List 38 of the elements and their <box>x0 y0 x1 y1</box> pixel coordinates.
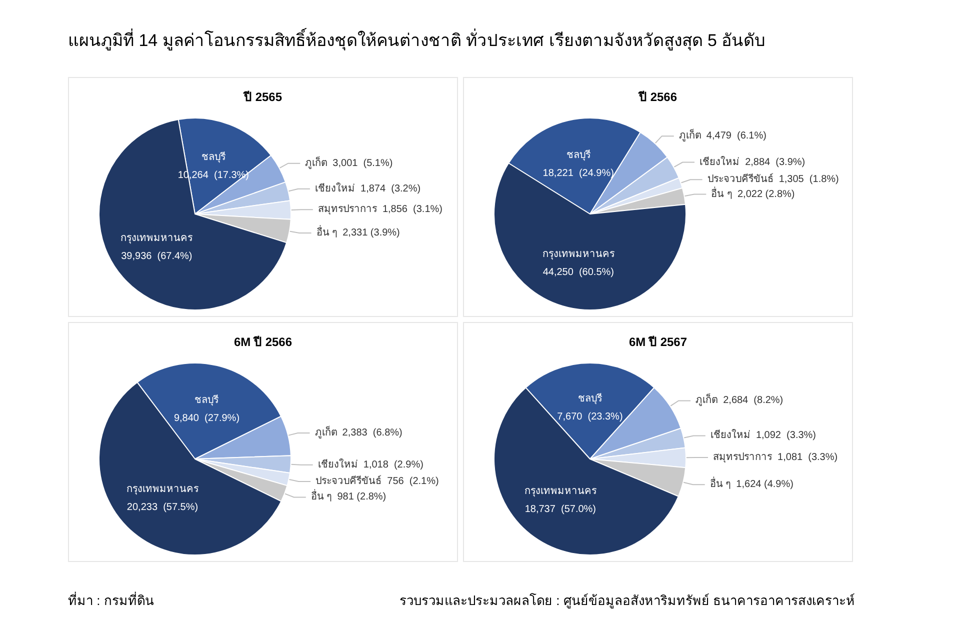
slice-label: เชียงใหม่ 1,092 (3.3%) <box>710 429 816 442</box>
slice-label: สมุทรปราการ 1,856 (3.1%) <box>318 204 442 216</box>
slice-label: เชียงใหม่ 1,874 (3.2%) <box>314 182 421 194</box>
slice-label: ภูเก็ต 3,001 (5.1%) <box>305 154 393 169</box>
slice-label: อื่น ๆ 2,022 (2.8%) <box>711 186 795 200</box>
slice-label: อื่น ๆ 1,624 (4.9%) <box>710 476 794 490</box>
chart-title: 6M ปี 2567 <box>628 335 688 349</box>
slice-label: ประจวบคีรีขันธ์ 1,305 (1.8%) <box>707 173 839 186</box>
text: รวบรวมและประมวลผลโดย : ศูนย์ข้อมูลอสังหาริมทรัพย์ ธนาคารอาคารสงเคราะห์ <box>400 592 855 610</box>
slice-label: อื่น ๆ 2,331 (3.9%) <box>316 224 400 238</box>
slice-label: อื่น ๆ 981 (2.8%) <box>310 488 386 503</box>
slice-label: กรุงเทพมหานคร <box>524 486 598 498</box>
slice-label: ชลบุรี <box>194 394 220 406</box>
slice-label: ภูเก็ต 2,383 (6.8%) <box>314 424 402 438</box>
chart-title: ปี 2565 <box>242 90 282 104</box>
slice-label: กรุงเทพมหานคร <box>120 233 194 244</box>
slice-label: ภูเก็ต 4,479 (6.1%) <box>678 128 766 142</box>
slice-label: เชียงใหม่ 1,018 (2.9%) <box>318 458 424 470</box>
data-label: 44,250 (60.5%) <box>542 267 614 278</box>
slice-label: กรุงเทพมหานคร <box>542 249 616 260</box>
slice-label: กรุงเทพมหานคร <box>126 484 200 495</box>
text: ที่มา : กรมที่ดิน <box>68 590 154 610</box>
text: แผนภูมิที่ 14 มูลค่าโอนกรรมสิทธิ์ห้องชุดให้คนต่างชาติ ทั่วประเทศ เรียงตามจังหวัดสูงสุด 5 อันดับ <box>68 27 766 52</box>
chart-title: ปี 2566 <box>638 90 678 104</box>
slice-label: สมุทรปราการ 1,081 (3.3%) <box>712 452 838 464</box>
slice-label: เชียงใหม่ 2,884 (3.9%) <box>700 156 806 168</box>
data-label: 18,737 (57.0%) <box>524 504 596 516</box>
data-label: 18,221 (24.9%) <box>542 168 614 179</box>
slice-label: ภูเก็ต 2,684 (8.2%) <box>696 392 784 406</box>
data-label: 39,936 (67.4%) <box>121 251 192 262</box>
slice-label: ชลบุรี <box>578 392 603 404</box>
slice-label: ประจวบคีรีขันธ์ 756 (2.1%) <box>316 474 439 487</box>
chart-title: 6M ปี 2566 <box>234 335 292 349</box>
slice-label: ชลบุรี <box>201 150 226 163</box>
data-label: 7,670 (23.3%) <box>557 412 623 422</box>
data-label: 9,840 (27.9%) <box>174 412 240 424</box>
data-label: 20,233 (57.5%) <box>126 502 198 513</box>
slice-label: ชลบุรี <box>566 148 592 161</box>
